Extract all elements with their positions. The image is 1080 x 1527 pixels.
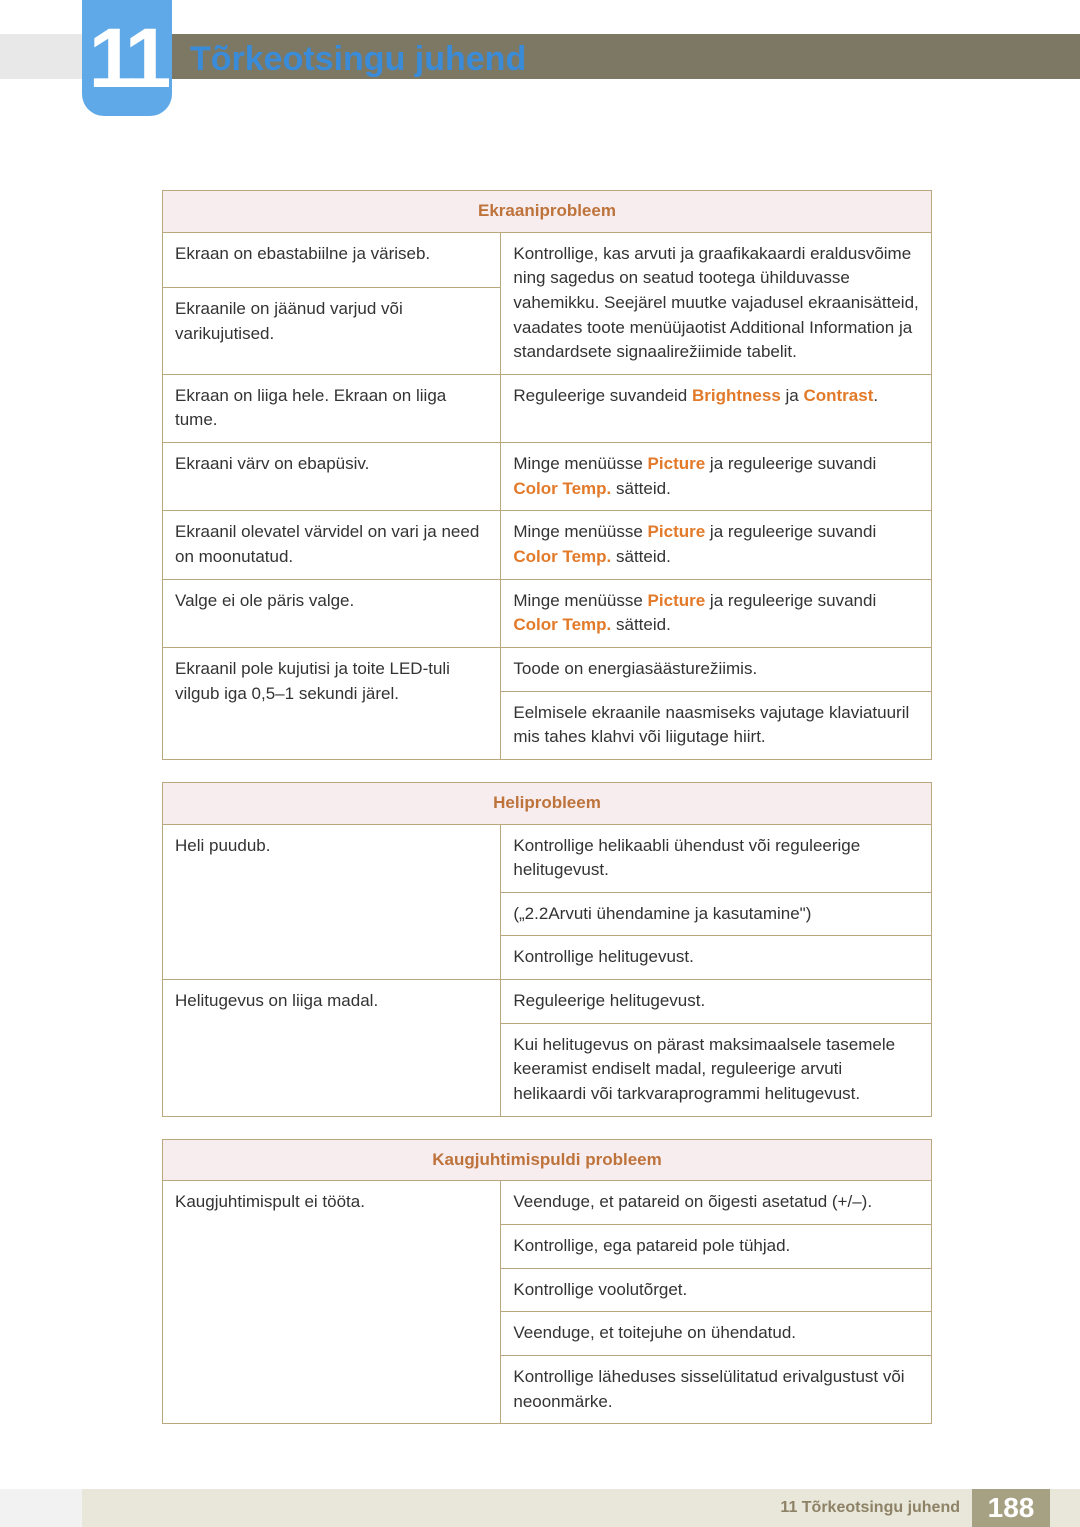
table-cell: Veenduge, et patareid on õigesti asetatu… [501,1181,932,1225]
table-cell: Heli puudub. [163,824,501,980]
table-cell: Helitugevus on liiga madal. [163,980,501,1117]
table-cell: Veenduge, et toitejuhe on ühendatud. [501,1312,932,1356]
page: 11 Tõrkeotsingu juhend Ekraaniprobleem E… [0,0,1080,1527]
footer-bar: 11 Tõrkeotsingu juhend 188 [82,1489,1080,1527]
highlight: Picture [648,454,706,473]
table-cell: Ekraanile on jäänud varjud või varikujut… [163,288,501,375]
text: ja reguleerige suvandi [705,591,876,610]
table-cell: Ekraan on liiga hele. Ekraan on liiga tu… [163,374,501,442]
chapter-number: 11 [89,10,166,107]
highlight: Color Temp. [513,479,611,498]
highlight: Brightness [692,386,781,405]
highlight: Contrast [803,386,873,405]
stripe-left [0,34,82,79]
table-cell: Kontrollige, ega patareid pole tühjad. [501,1224,932,1268]
table-cell: Kontrollige läheduses sisselülitatud eri… [501,1355,932,1423]
table-cell: Minge menüüsse Picture ja reguleerige su… [501,579,932,647]
text: sätteid. [611,479,671,498]
text: ja reguleerige suvandi [705,454,876,473]
table1-header: Ekraaniprobleem [163,191,932,233]
table-cell: Valge ei ole päris valge. [163,579,501,647]
footer-left-stub [0,1489,82,1527]
text: sätteid. [611,615,671,634]
text: Minge menüüsse [513,591,647,610]
table-cell: Eelmisele ekraanile naasmiseks vajutage … [501,691,932,759]
footer-page-number: 188 [972,1489,1050,1527]
table-cell: Reguleerige helitugevust. [501,980,932,1024]
text: ja reguleerige suvandi [705,522,876,541]
text: ja [781,386,804,405]
page-title: Tõrkeotsingu juhend [190,40,526,79]
table2-header: Heliprobleem [163,782,932,824]
footer-text: 11 Tõrkeotsingu juhend [780,1499,960,1517]
text: Minge menüüsse [513,522,647,541]
table-cell: Minge menüüsse Picture ja reguleerige su… [501,511,932,579]
table-cell: Minge menüüsse Picture ja reguleerige su… [501,443,932,511]
table-sound-problem: Heliprobleem Heli puudub. Kontrollige he… [162,782,932,1117]
content: Ekraaniprobleem Ekraan on ebastabiilne j… [162,190,932,1446]
table-cell: Ekraan on ebastabiilne ja väriseb. [163,232,501,287]
table-remote-problem: Kaugjuhtimispuldi probleem Kaugjuhtimisp… [162,1139,932,1424]
highlight: Color Temp. [513,547,611,566]
table-cell: Kaugjuhtimispult ei tööta. [163,1181,501,1424]
table-cell: Ekraanil pole kujutisi ja toite LED-tuli… [163,647,501,759]
text: Minge menüüsse [513,454,647,473]
table-cell: Kontrollige, kas arvuti ja graafikakaard… [501,232,932,374]
highlight: Picture [648,591,706,610]
table-cell: Kontrollige helitugevust. [501,936,932,980]
text: . [873,386,878,405]
table-cell: Kontrollige helikaabli ühendust või regu… [501,824,932,892]
chapter-badge: 11 [82,0,172,116]
table-cell: Reguleerige suvandeid Brightness ja Cont… [501,374,932,442]
table-cell: Ekraani värv on ebapüsiv. [163,443,501,511]
table-cell: („2.2Arvuti ühendamine ja kasutamine") [501,892,932,936]
table-cell: Ekraanil olevatel värvidel on vari ja ne… [163,511,501,579]
table-cell: Kui helitugevus on pärast maksimaalsele … [501,1023,932,1116]
table-cell: Kontrollige voolutõrget. [501,1268,932,1312]
text: sätteid. [611,547,671,566]
highlight: Picture [648,522,706,541]
table3-header: Kaugjuhtimispuldi probleem [163,1139,932,1181]
table-cell: Toode on energiasäästurežiimis. [501,647,932,691]
table-screen-problem: Ekraaniprobleem Ekraan on ebastabiilne j… [162,190,932,760]
highlight: Color Temp. [513,615,611,634]
text: Reguleerige suvandeid [513,386,692,405]
